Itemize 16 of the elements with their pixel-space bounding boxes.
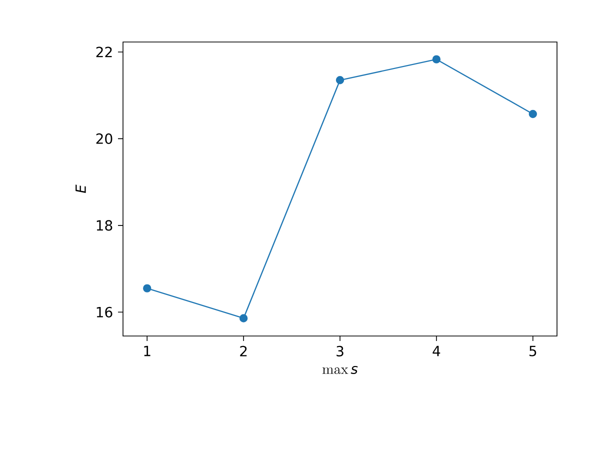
y-tick-label: 22 <box>96 46 112 58</box>
point <box>239 314 248 322</box>
y-tick-label: 16 <box>96 306 112 318</box>
point <box>336 76 344 84</box>
y-axis-title: $E$ <box>76 184 86 194</box>
point <box>143 284 152 292</box>
y-tick-label: 18 <box>96 220 112 231</box>
x-axis-title: $\max s$ <box>322 366 358 374</box>
x-tick-label: 1 <box>144 346 150 356</box>
y-tick-label: 20 <box>96 133 112 144</box>
x-tick-label: 3 <box>336 346 344 356</box>
point <box>528 110 537 118</box>
x-tick-label: 5 <box>530 346 536 356</box>
x-tick-label: 2 <box>240 346 247 356</box>
point <box>432 55 441 64</box>
x-tick-label: 4 <box>432 346 440 356</box>
